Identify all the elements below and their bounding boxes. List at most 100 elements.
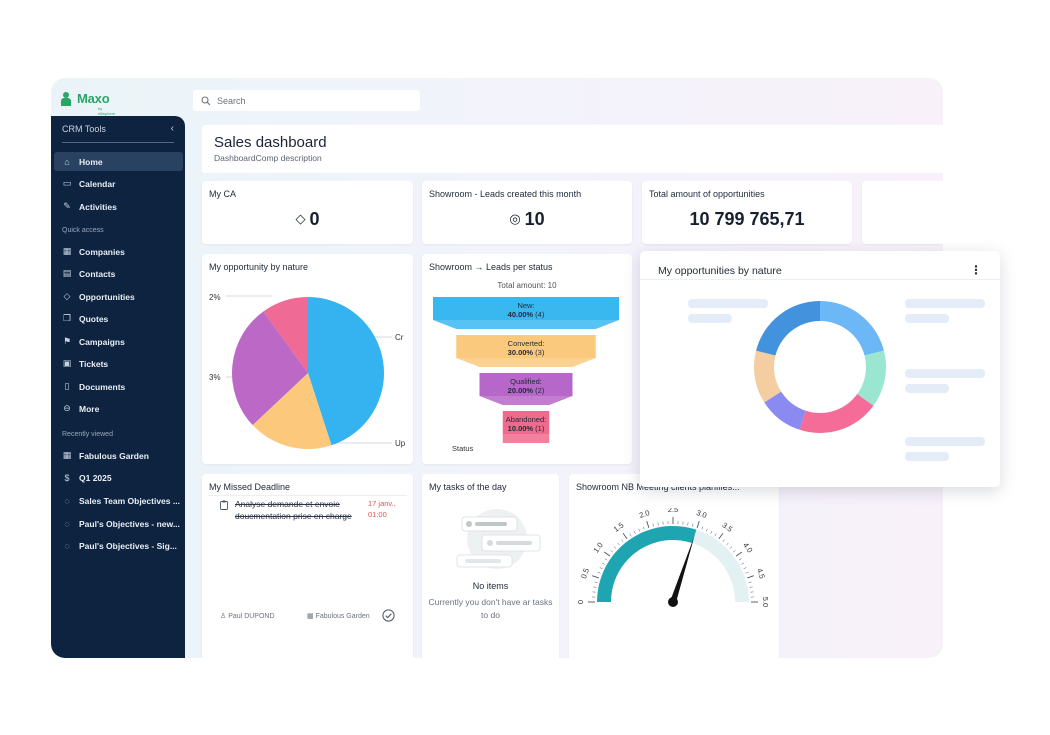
gauge-tick bbox=[597, 571, 601, 574]
opportunities-donut-popup[interactable]: My opportunities by nature ⋮ bbox=[640, 251, 1000, 487]
sidebar-header: CRM Tools ‹ bbox=[62, 123, 174, 143]
skeleton-line bbox=[905, 314, 949, 323]
pie-chart-card[interactable]: My opportunity by nature 2% 3% Cr Up bbox=[202, 254, 413, 464]
sidebar-item-opportunities[interactable]: ◇ Opportunities bbox=[54, 287, 183, 306]
search-bar[interactable] bbox=[193, 90, 420, 111]
gauge-card[interactable]: Showroom NB Meeting clients planifiés...… bbox=[569, 474, 779, 658]
gauge-tick bbox=[638, 528, 641, 532]
recent-item-pauls-objectives-sig[interactable]: ◌ Paul's Objectives - Sig... bbox=[54, 536, 183, 555]
kpi-card-my-ca[interactable]: My CA ◇ 0 bbox=[202, 181, 413, 244]
sidebar-item-label: Campaigns bbox=[79, 336, 125, 347]
recent-item-fabulous-garden[interactable]: ▦ Fabulous Garden bbox=[54, 446, 183, 465]
task-text[interactable]: Analyse demande et envoie doucmentation … bbox=[235, 499, 352, 521]
check-circle-icon[interactable] bbox=[382, 609, 395, 622]
task-date: 17 janv., 01:00 bbox=[368, 499, 396, 519]
sidebar-item-label: Documents bbox=[79, 381, 126, 392]
gauge-tick bbox=[732, 550, 736, 553]
target-icon: ◎ bbox=[509, 211, 521, 226]
donut-slice-0[interactable] bbox=[820, 301, 884, 356]
target-icon: ◌ bbox=[64, 540, 70, 551]
donut-slice-5[interactable] bbox=[756, 301, 820, 356]
tasks-of-day-card[interactable]: My tasks of the day No items Currently y… bbox=[422, 474, 559, 658]
divider bbox=[640, 279, 1000, 280]
donut-slice-2[interactable] bbox=[799, 394, 874, 433]
gauge-tick bbox=[617, 542, 620, 546]
kpi-value: ◇ 0 bbox=[202, 209, 413, 230]
funnel-bar-3[interactable] bbox=[502, 411, 550, 435]
pie-slice-1[interactable] bbox=[252, 373, 332, 449]
maxo-logo[interactable]: Maxo by ellisphere bbox=[61, 91, 115, 116]
donut-slice-3[interactable] bbox=[764, 391, 806, 430]
logo-icon bbox=[61, 91, 73, 106]
diamond-icon: ◇ bbox=[63, 291, 71, 301]
skeleton-line bbox=[905, 452, 949, 461]
sidebar-item-label: Sales Team Objectives ... bbox=[79, 495, 180, 506]
gauge-tick bbox=[599, 567, 603, 570]
gauge-tick bbox=[745, 571, 749, 574]
building-icon: ▦ bbox=[62, 450, 72, 460]
kpi-card-showroom-leads[interactable]: Showroom - Leads created this month ◎ 10 bbox=[422, 181, 632, 244]
pie-slice-2[interactable] bbox=[232, 311, 308, 426]
gauge-tick bbox=[701, 526, 704, 530]
funnel-bar-0[interactable] bbox=[433, 297, 619, 321]
gauge-tick bbox=[657, 522, 659, 526]
recent-item-q1-2025[interactable]: $ Q1 2025 bbox=[54, 468, 183, 487]
funnel-chart-card[interactable]: Showroom → Leads per status Total amount… bbox=[422, 254, 632, 464]
card-title: Total amount of opportunities bbox=[649, 189, 765, 199]
sidebar-item-campaigns[interactable]: ⚑ Campaigns bbox=[54, 332, 183, 351]
gauge-tick bbox=[722, 539, 725, 543]
sidebar-item-label: Paul's Objectives - Sig... bbox=[79, 540, 177, 551]
pie-label-cr: Cr bbox=[395, 333, 404, 342]
kpi-card-partial[interactable] bbox=[862, 181, 943, 244]
search-input[interactable] bbox=[217, 95, 397, 106]
gauge-tick bbox=[696, 521, 700, 528]
gauge-tick bbox=[748, 581, 752, 583]
funnel-stage-value-1: 30.00% (3) bbox=[508, 348, 545, 357]
home-icon: ⌂ bbox=[64, 156, 70, 167]
funnel-stage-name-3: Abandoned: bbox=[506, 415, 546, 424]
sidebar-item-activities[interactable]: ✎ Activities bbox=[54, 197, 183, 216]
sidebar-item-contacts[interactable]: ▤ Contacts bbox=[54, 264, 183, 283]
funnel-x-label: Status bbox=[452, 444, 474, 453]
page-header: Sales dashboard DashboardComp descriptio… bbox=[202, 125, 943, 173]
sidebar-item-companies[interactable]: ▦ Companies bbox=[54, 242, 183, 261]
sidebar-item-label: Fabulous Garden bbox=[79, 450, 149, 461]
funnel-stage-value-2: 20.00% (2) bbox=[508, 386, 545, 395]
funnel-connector-2 bbox=[479, 396, 573, 405]
gauge-tick bbox=[705, 528, 708, 532]
more-vertical-icon[interactable]: ⋮ bbox=[970, 263, 982, 277]
sidebar-item-quotes[interactable]: ❐ Quotes bbox=[54, 309, 183, 328]
funnel-total: Total amount: 10 bbox=[497, 281, 557, 290]
skeleton-line bbox=[688, 299, 768, 308]
skeleton-line bbox=[905, 384, 949, 393]
sidebar-item-tickets[interactable]: ▣ Tickets bbox=[54, 354, 183, 373]
gauge-tick bbox=[749, 586, 753, 588]
collapse-chevron-icon[interactable]: ‹ bbox=[170, 123, 174, 134]
missed-deadline-card[interactable]: My Missed Deadline Analyse demande et en… bbox=[202, 474, 413, 658]
sidebar-item-home[interactable]: ⌂ Home bbox=[54, 152, 183, 171]
skeleton-line bbox=[905, 369, 985, 378]
pie-slice-0[interactable] bbox=[308, 297, 384, 446]
gauge-tick-label: 0 bbox=[576, 600, 585, 604]
funnel-bar-2[interactable] bbox=[479, 373, 573, 397]
donut-slice-4[interactable] bbox=[754, 350, 782, 403]
sidebar-item-calendar[interactable]: ▭ Calendar bbox=[54, 174, 183, 193]
sidebar-item-documents[interactable]: ▯ Documents bbox=[54, 377, 183, 396]
brand-name: Maxo bbox=[77, 91, 110, 106]
gauge-needle-hub bbox=[668, 597, 678, 607]
recent-item-pauls-objectives-new[interactable]: ◌ Paul's Objectives - new... bbox=[54, 514, 183, 533]
kpi-card-total-opportunities[interactable]: Total amount of opportunities 10 799 765… bbox=[642, 181, 852, 244]
donut-slice-1[interactable] bbox=[857, 350, 886, 406]
sidebar-item-more[interactable]: ⊖ More bbox=[54, 399, 183, 418]
funnel-connector-0 bbox=[433, 320, 619, 329]
gauge-tick-label: 1.5 bbox=[612, 520, 626, 533]
funnel-bar-1[interactable] bbox=[456, 335, 596, 359]
ticket-icon: ▣ bbox=[62, 358, 72, 368]
document-icon: ▯ bbox=[64, 381, 70, 391]
sidebar-item-label: Calendar bbox=[79, 178, 116, 189]
pie-chart: 2% 3% Cr Up bbox=[209, 293, 406, 449]
pie-slice-3[interactable] bbox=[263, 297, 308, 373]
funnel-stage-value-0: 40.00% (4) bbox=[508, 310, 545, 319]
card-title: My tasks of the day bbox=[429, 482, 507, 492]
recent-item-sales-team-objectives[interactable]: ◌ Sales Team Objectives ... bbox=[54, 491, 183, 510]
